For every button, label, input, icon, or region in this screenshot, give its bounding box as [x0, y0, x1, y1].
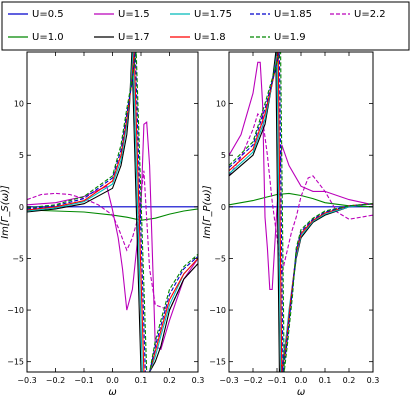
panel-2: −0.3 −0.2 −0.1 0.0 0.1 0.2 0.3 −15 −10 −5 0 5 10 ω Im[…	[202, 51, 380, 398]
y-tick-label: −15	[209, 358, 226, 367]
legend: U=0.5 U=1.5 U=1.75 U=1.85 U=2.2 U=1.0 U=1.7 U=1…	[1, 1, 410, 51]
legend-label: U=1.5	[118, 9, 150, 20]
y-tick-label: −15	[7, 358, 24, 367]
x-tick-label: 0.2	[343, 376, 356, 385]
y-tick-label: −5	[12, 254, 24, 263]
x-tick-label: −0.1	[74, 376, 93, 385]
series-line-u-1-75	[27, 52, 198, 372]
legend-label: U=1.7	[118, 32, 150, 43]
legend-label: U=1.75	[194, 9, 232, 20]
series-line-u-2-2	[229, 112, 373, 275]
x-axis-label: ω	[297, 387, 305, 398]
legend-label: U=1.85	[274, 9, 312, 20]
y-axis-label: Im[Γ_S(ω)]	[0, 185, 11, 239]
series-line-u-1-5	[27, 121, 198, 351]
y-tick-label: 5	[19, 151, 24, 160]
panel-1: −0.3 −0.2 −0.1 0.0 0.1 0.2 0.3 −15 −10 −5 0 5 10 ω Im[…	[0, 51, 205, 398]
legend-item: U=1.85	[250, 9, 312, 20]
y-axis-label: Im[Γ_P(ω)]	[202, 185, 213, 238]
x-tick-label: 0.2	[163, 376, 176, 385]
series-line-u-1-85	[27, 52, 198, 372]
x-tick-label: −0.3	[219, 376, 238, 385]
x-tick-label: 0.1	[319, 376, 332, 385]
y-tick-label: 10	[14, 100, 24, 109]
legend-label: U=2.2	[354, 9, 386, 20]
series-line-u-1-0	[229, 192, 373, 208]
x-tick-label: −0.3	[17, 376, 36, 385]
series-line-u-1-0	[27, 208, 198, 221]
y-tick-label: −5	[214, 254, 226, 263]
legend-label: U=1.0	[32, 32, 64, 43]
legend-box	[1, 1, 410, 51]
series-line-u-1-75	[229, 52, 373, 372]
x-tick-label: 0.0	[106, 376, 119, 385]
x-tick-label: −0.2	[46, 376, 65, 385]
series-line-u-1-9	[229, 52, 373, 372]
series-line-u-1-7	[27, 52, 198, 372]
series-line-u-1-5	[229, 61, 373, 290]
y-tick-label: 0	[221, 203, 226, 212]
legend-item: U=2.2	[330, 9, 386, 20]
series-group	[27, 52, 198, 372]
legend-label: U=1.8	[194, 32, 226, 43]
legend-item: U=1.5	[94, 9, 150, 20]
series-line-u-1-8	[27, 52, 198, 372]
legend-item: U=1.7	[94, 32, 150, 43]
x-tick-label: 0.3	[367, 376, 380, 385]
series-line-u-2-2	[27, 170, 198, 311]
series-line-u-1-85	[229, 52, 373, 372]
legend-label: U=1.9	[274, 32, 306, 43]
y-tick-label: −10	[209, 306, 226, 315]
x-tick-label: 0.0	[295, 376, 308, 385]
legend-label: U=0.5	[32, 9, 64, 20]
series-group	[229, 52, 373, 372]
panels-layer: −0.3 −0.2 −0.1 0.0 0.1 0.2 0.3 −15 −10 −5 0 5 10 ω Im[…	[0, 51, 380, 398]
y-tick-label: 5	[221, 151, 226, 160]
x-tick-label: −0.2	[243, 376, 262, 385]
y-tick-label: 0	[19, 203, 24, 212]
x-tick-label: 0.1	[135, 376, 148, 385]
x-tick-label: −0.1	[267, 376, 286, 385]
x-axis-label: ω	[108, 387, 116, 398]
legend-item: U=0.5	[8, 9, 64, 20]
y-tick-label: −10	[7, 306, 24, 315]
legend-item: U=1.75	[170, 9, 232, 20]
legend-item: U=1.8	[170, 32, 226, 43]
legend-item: U=1.0	[8, 32, 64, 43]
y-tick-label: 10	[216, 100, 226, 109]
series-line-u-1-8	[229, 52, 373, 372]
legend-item: U=1.9	[250, 32, 306, 43]
x-tick-label: 0.3	[192, 376, 205, 385]
